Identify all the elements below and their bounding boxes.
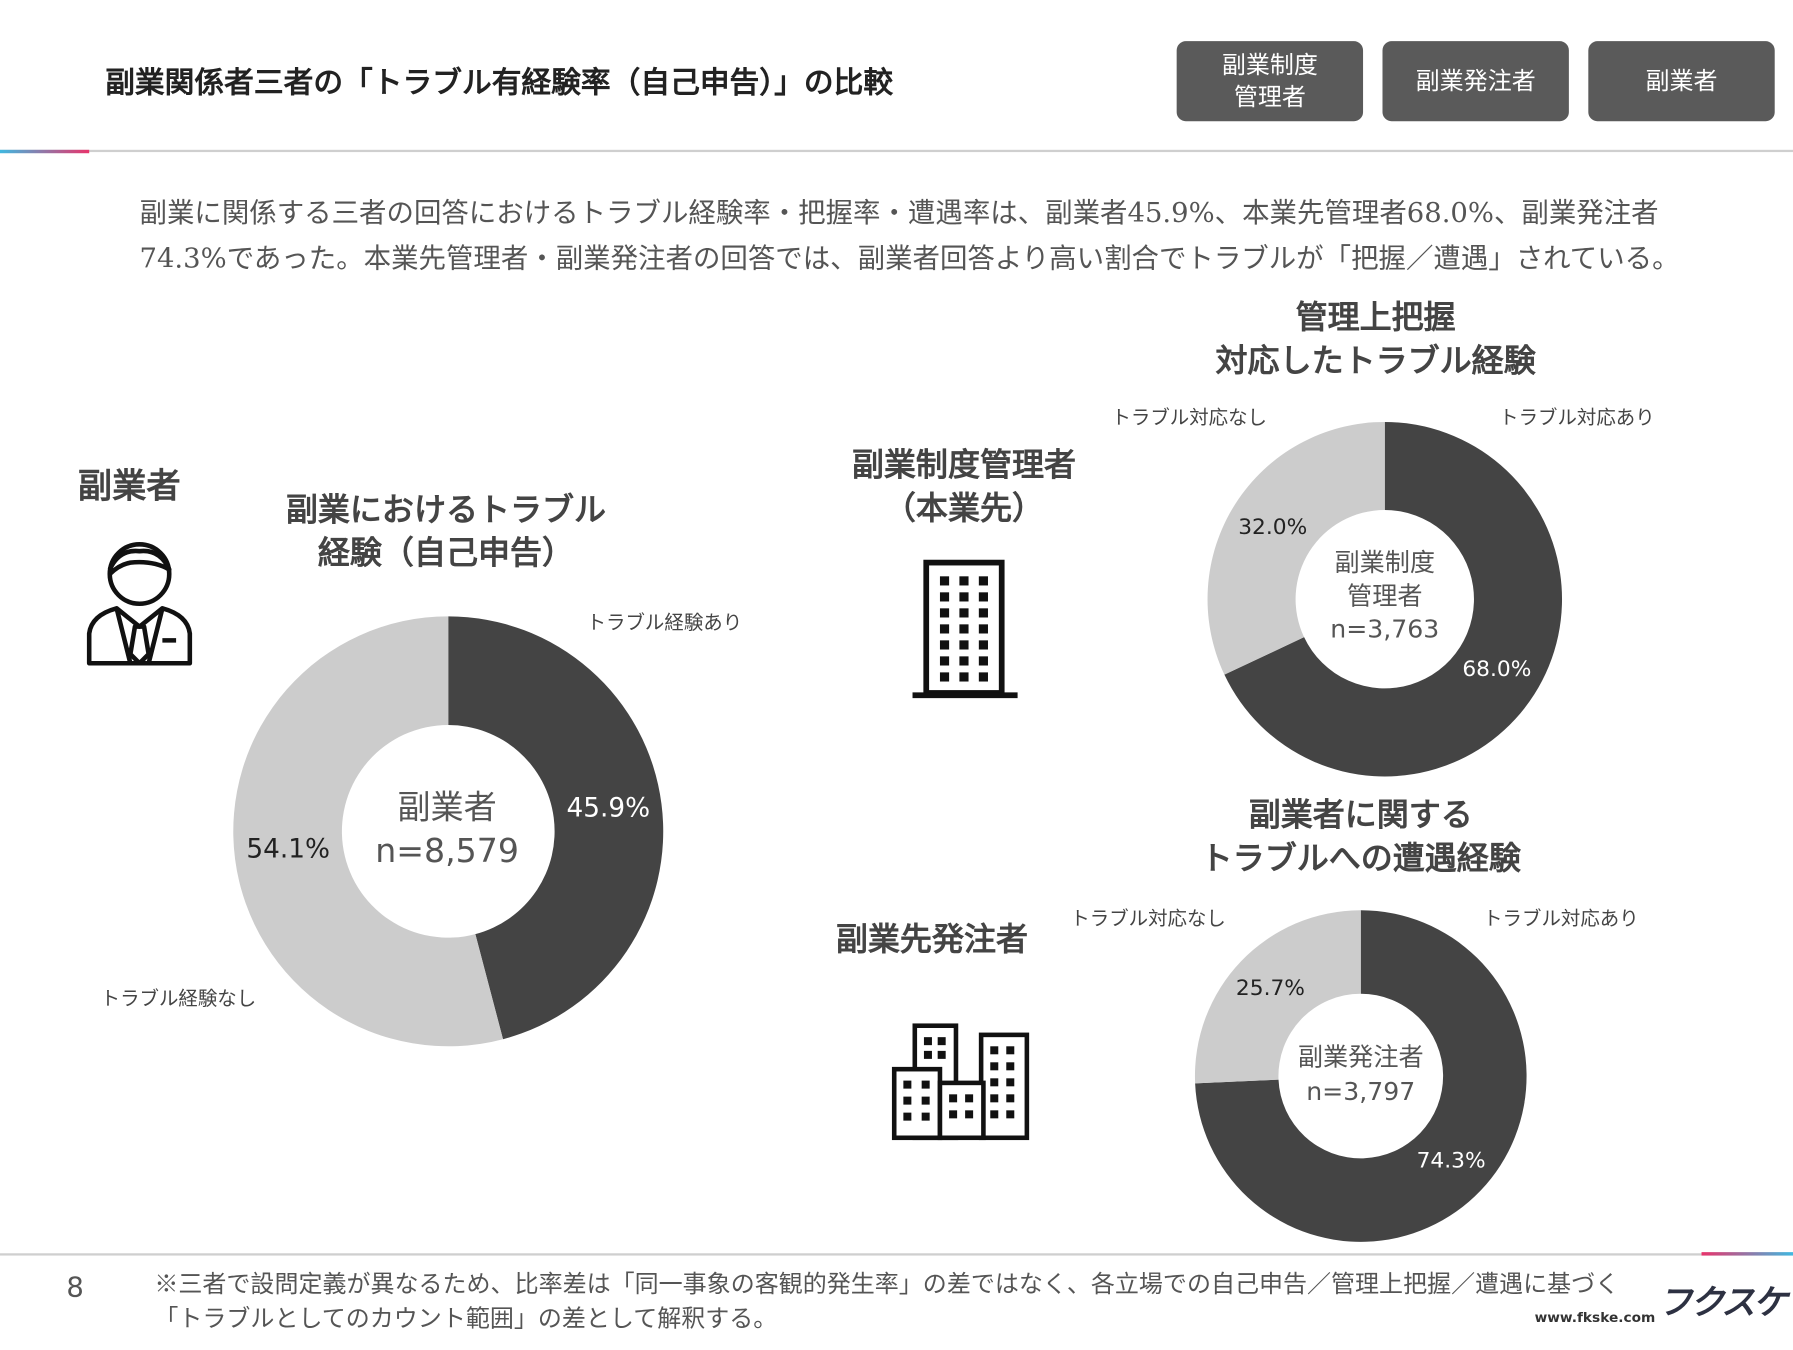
footer-accent-bar [1701, 1252, 1793, 1256]
window [1006, 1094, 1015, 1103]
tab-client[interactable]: 副業発注者 [1382, 41, 1569, 122]
window [937, 1037, 946, 1046]
window [1006, 1110, 1015, 1119]
chart3-center: 副業発注者 n=3,797 [1298, 1042, 1424, 1111]
window [990, 1046, 999, 1055]
chart1-legend-no: トラブル経験なし [100, 987, 257, 1011]
window [978, 624, 988, 634]
chart1-n: n=8,579 [375, 831, 519, 871]
chart1-slice-yes [448, 616, 664, 1040]
chart3-n: n=3,797 [1306, 1078, 1416, 1107]
page-title: 副業関係者三者の「トラブル有経験率（自己申告）」の比較 [105, 66, 894, 101]
page-number: 8 [66, 1271, 84, 1304]
chart3-title: 副業者に関する トラブルへの遭遇経験 [1200, 795, 1521, 878]
chart1-donut [233, 616, 664, 1047]
window [1006, 1062, 1015, 1071]
window [939, 608, 950, 618]
window [959, 592, 969, 602]
window [978, 656, 988, 666]
window [937, 1050, 946, 1059]
window [959, 672, 969, 682]
summary-text: 副業に関係する三者の回答におけるトラブル経験率・把握率・遭遇率は、副業者45.9… [139, 196, 1680, 275]
company-logo: フクスケ [1658, 1283, 1787, 1324]
chart1-legend-yes: トラブル経験あり [586, 611, 743, 635]
window [903, 1080, 912, 1089]
company-url[interactable]: www.fkske.com [1534, 1309, 1656, 1326]
chart2-label-yes: 68.0% [1462, 656, 1532, 682]
city-buildings-icon [891, 1023, 1030, 1141]
chart3-slice-yes [1195, 910, 1527, 1242]
window [921, 1080, 930, 1089]
window [949, 1110, 958, 1119]
footnote: ※三者で設問定義が異なるため、比率差は「同一事象の客観的発生率」の差ではなく、各… [154, 1270, 1620, 1333]
chart1-slice-no [233, 616, 504, 1047]
tab-worker[interactable]: 副業者 [1588, 41, 1775, 122]
chart2-slice-yes [1224, 421, 1563, 777]
window [923, 1037, 932, 1046]
tab-manager[interactable]: 副業制度 管理者 [1176, 41, 1364, 122]
window [921, 1112, 930, 1121]
chart3-label-yes: 74.3% [1416, 1148, 1486, 1174]
window [990, 1094, 999, 1103]
window [965, 1110, 974, 1119]
chart2-n: n=3,763 [1330, 615, 1440, 645]
chart2-donut [1207, 421, 1563, 777]
window [1006, 1078, 1015, 1087]
chart3-slice-no [1194, 910, 1361, 1084]
worker-label: 副業者 [77, 466, 181, 507]
window [959, 576, 969, 586]
manager-label: 副業制度管理者 （本業先） [851, 445, 1077, 528]
office-building-icon [912, 559, 1018, 699]
window [921, 1096, 930, 1105]
chart2-legend-yes: トラブル対応あり [1499, 407, 1655, 430]
window [959, 624, 969, 634]
client-label: 副業先発注者 [835, 920, 1029, 959]
window [949, 1094, 958, 1103]
chart3-donut [1194, 910, 1527, 1242]
window [959, 640, 969, 650]
window [990, 1062, 999, 1071]
window [990, 1110, 999, 1119]
window [903, 1096, 912, 1105]
chart2-center-label: 副業制度 管理者 [1334, 549, 1436, 612]
chart2-label-no: 32.0% [1238, 514, 1308, 540]
window [1006, 1046, 1015, 1055]
window [939, 624, 950, 634]
chart3-legend-yes: トラブル対応あり [1483, 907, 1639, 931]
window [978, 672, 988, 682]
window [959, 656, 969, 666]
chart2-legend-no: トラブル対応なし [1111, 407, 1267, 430]
window [965, 1094, 974, 1103]
chart3-center-label: 副業発注者 [1297, 1044, 1424, 1073]
chart1-label-yes: 45.9% [566, 793, 651, 824]
window [978, 640, 988, 650]
chart2-slice-no [1207, 421, 1385, 675]
window [978, 592, 988, 602]
window [978, 608, 988, 618]
window [939, 576, 950, 586]
businessman-icon [86, 542, 193, 666]
window [939, 592, 950, 602]
window [990, 1078, 999, 1087]
window [978, 576, 988, 586]
accent-bar [0, 149, 90, 154]
window [923, 1050, 932, 1059]
chart3-legend-no: トラブル対応なし [1070, 907, 1226, 931]
chart2-center: 副業制度 管理者 n=3,763 [1330, 547, 1439, 646]
chart1-title: 副業におけるトラブル 経験（自己申告） [285, 490, 607, 572]
chart3-label-no: 25.7% [1235, 975, 1305, 1001]
chart1-center: 副業者 n=8,579 [375, 786, 519, 873]
chart1-label-no: 54.1% [246, 834, 330, 865]
window [939, 656, 950, 666]
chart1-center-label: 副業者 [397, 787, 497, 827]
header-divider [0, 149, 1793, 153]
window [959, 608, 969, 618]
window [903, 1112, 912, 1121]
window [939, 672, 950, 682]
chart2-title: 管理上把握 対応したトラブル経験 [1215, 298, 1536, 380]
footer-divider [0, 1253, 1793, 1256]
window [939, 640, 950, 650]
